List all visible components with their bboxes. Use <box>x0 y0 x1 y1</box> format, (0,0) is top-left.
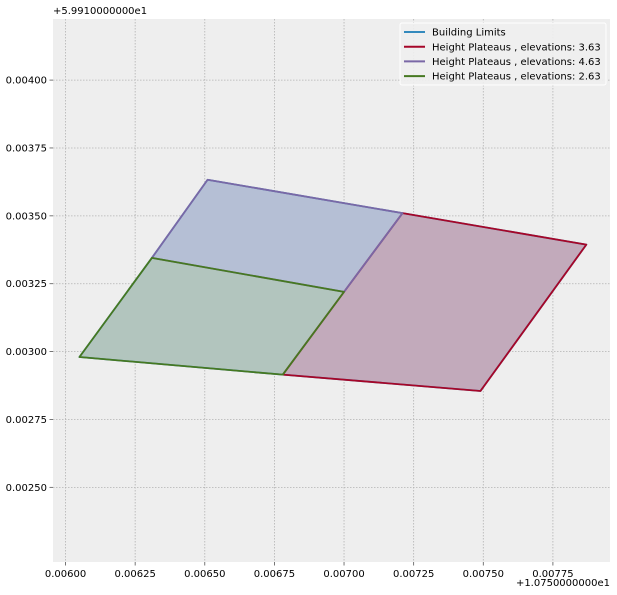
y-tick-label: 0.00400 <box>6 76 47 87</box>
legend-frame <box>399 22 607 86</box>
x-tick-label: 0.00775 <box>532 569 573 580</box>
x-tick-label: 0.00675 <box>254 569 295 580</box>
x-tick-label: 0.00650 <box>184 569 225 580</box>
series-outline-3 <box>78 257 345 376</box>
plateau-fill-1 <box>282 213 587 391</box>
x-tick-label: 0.00600 <box>45 569 86 580</box>
x-axis: 0.00600 0.00625 0.00650 0.00675 0.00700 0.007… <box>45 562 574 580</box>
y-offset-label: +5.9910000000e1 <box>53 6 147 17</box>
legend: Building Limits Height Plateaus , elevati… <box>399 22 607 86</box>
legend-entry-label: Height Plateaus , elevations: 3.63 <box>432 42 601 53</box>
legend-entry-label: Building Limits <box>432 28 506 39</box>
polygon-outlines <box>78 178 588 392</box>
plateau-fills <box>79 179 587 391</box>
x-tick-label: 0.00625 <box>114 569 155 580</box>
y-tick-label: 0.00350 <box>6 211 47 222</box>
x-tick-label: 0.00700 <box>323 569 364 580</box>
y-tick-label: 0.00375 <box>6 143 47 154</box>
legend-entry-label: Height Plateaus , elevations: 4.63 <box>432 57 601 68</box>
y-tick-label: 0.00275 <box>6 415 47 426</box>
legend-entry-label: Height Plateaus , elevations: 2.63 <box>432 72 601 83</box>
y-tick-label: 0.00325 <box>6 279 47 290</box>
x-tick-label: 0.00725 <box>393 569 434 580</box>
y-tick-label: 0.00300 <box>6 347 47 358</box>
y-axis: 0.00250 0.00275 0.00300 0.00325 0.00350 0.003… <box>6 76 53 494</box>
plateau-fill-2 <box>151 179 403 292</box>
plateau-fill-3 <box>79 257 345 375</box>
y-tick-label: 0.00250 <box>6 483 47 494</box>
x-offset-label: +1.0750000000e1 <box>516 578 610 589</box>
x-tick-label: 0.00750 <box>463 569 504 580</box>
